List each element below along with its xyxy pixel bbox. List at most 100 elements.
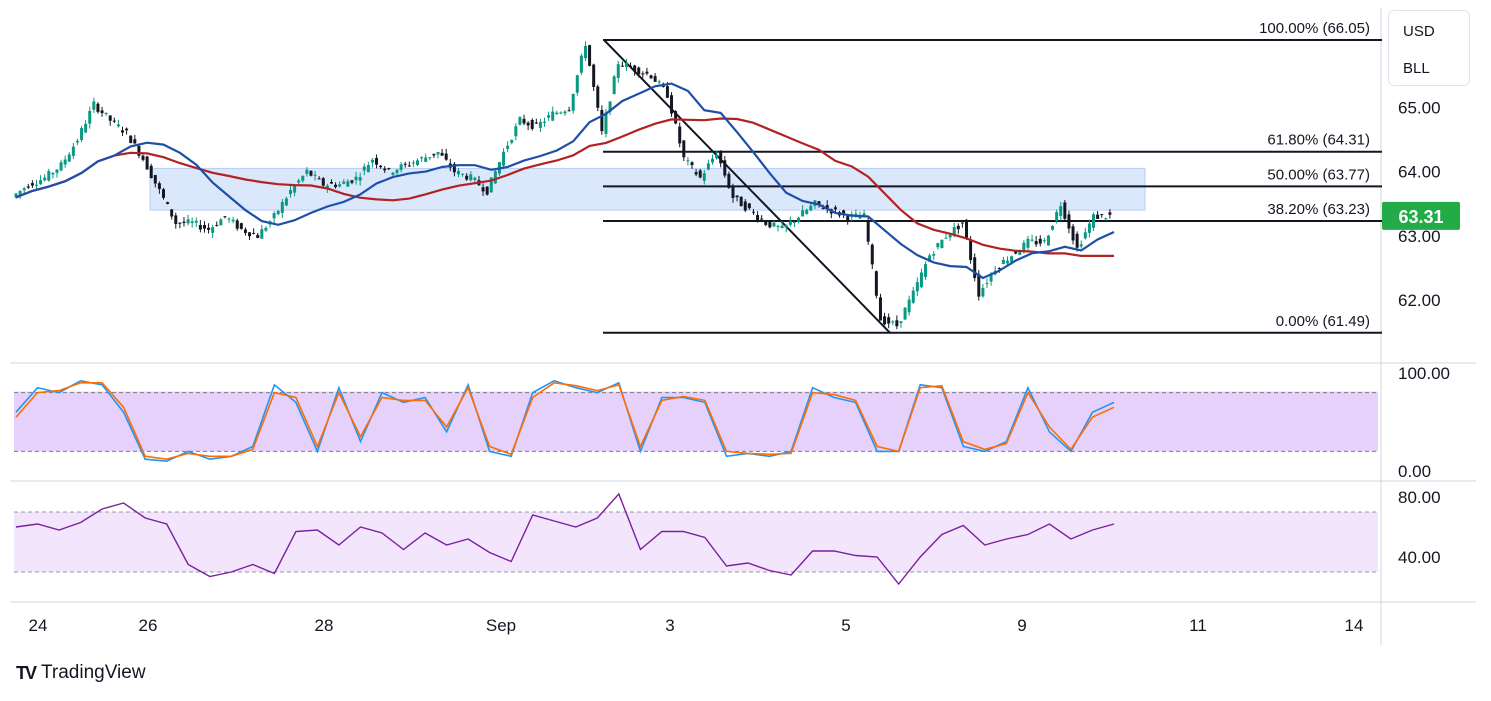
candle-body [358,177,362,181]
candle-body [854,213,858,215]
candle-body [469,174,473,181]
candle-body [137,145,141,156]
candle-body [407,165,411,167]
candle-body [1083,232,1087,239]
candle-body [756,215,760,221]
candle-body [461,173,465,175]
candle-body [571,93,575,111]
rsi-tick-label: 40.00 [1398,548,1441,567]
candle-body [215,224,219,226]
candle-body [600,110,604,132]
candle-body [112,120,116,122]
candle-body [473,177,477,181]
stochastic-tick-label: 0.00 [1398,462,1431,481]
fast-moving-average [15,82,1115,280]
candle-body [965,219,969,239]
instrument-box[interactable]: USD BLL [1388,10,1470,86]
candle-body [891,321,895,323]
candle-body [289,189,292,195]
fib-level-label: 50.00% (63.77) [1267,166,1370,183]
candle-body [596,86,600,108]
candle-body [92,101,96,110]
date-tick-label: 5 [841,616,850,635]
candle-body [55,169,59,173]
candle-body [895,320,899,327]
candle-body [198,225,202,230]
candle-body [670,95,674,114]
candle-body [956,225,960,230]
candle-body [1018,251,1022,255]
candle-body [534,122,538,124]
candle-body [18,190,22,195]
candle-body [1059,206,1063,217]
candle-body [313,174,317,176]
candle-body [952,227,956,235]
candle-body [538,121,542,128]
candle-body [567,110,571,112]
candle-body [284,198,288,206]
candle-body [452,163,456,173]
stochastic-band [14,391,1378,452]
candle-body [186,219,190,224]
candle-body [387,168,391,170]
candle-body [67,154,71,162]
candle-body [731,186,735,198]
candle-body [764,221,768,225]
candle-body [825,205,829,209]
candle-body [637,67,641,75]
date-tick-label: 28 [315,616,334,635]
candle-body [432,153,436,156]
candle-body [698,170,702,178]
candle-body [743,201,747,211]
candle-body [583,45,587,59]
candle-body [325,185,329,188]
candle-body [26,186,30,188]
candle-body [784,224,788,228]
candle-body [739,196,743,207]
candle-body [178,222,182,224]
candle-body [719,150,723,164]
candle-body [907,299,911,313]
candle-body [862,213,866,217]
candle-body [424,157,428,162]
candle-body [391,172,395,175]
candle-body [34,184,38,186]
candle-body [915,282,919,292]
candle-body [788,221,792,225]
candle-body [239,223,243,229]
candle-body [301,175,305,181]
candle-body [710,158,714,163]
candle-body [108,115,112,121]
candle-body [649,75,653,79]
stochastic-d-line [15,381,1115,461]
candle-body [125,128,129,131]
candle-body [47,171,51,181]
candle-body [1100,214,1104,216]
candle-body [30,183,34,186]
candle-body [960,222,964,224]
candle-body [1046,235,1050,246]
candle-body [981,288,985,297]
stochastic-tick-label: 100.00 [1398,364,1450,383]
candle-body [379,165,383,168]
candle-body [903,307,907,320]
candle-body [555,112,559,115]
tradingview-logo[interactable]: TV TradingView [16,662,146,684]
candle-body [911,290,915,303]
candle-body [329,182,333,184]
candle-body [874,271,878,296]
candle-body [440,152,444,156]
candle-body [821,208,825,210]
candle-body [776,226,780,228]
candle-body [342,181,346,184]
candle-body [399,164,403,170]
candle-body [510,140,514,143]
candle-body [190,221,194,223]
candle-body [121,130,125,133]
candle-body [305,169,309,174]
candle-body [792,221,796,223]
candle-body [366,165,370,173]
candle-body [944,237,948,239]
candle-body [174,215,178,224]
candle-body [592,64,596,87]
